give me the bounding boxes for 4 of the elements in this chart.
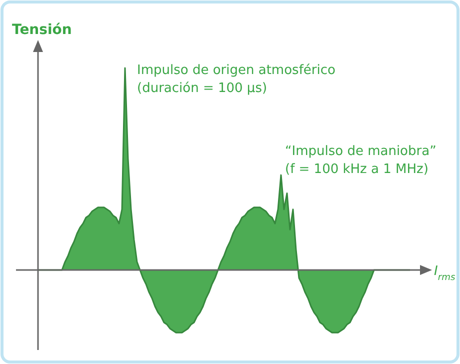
annotation: Impulso de origen atmosférico (duración = 100 µs) xyxy=(137,63,336,96)
x-axis-title: I$_{rms}$ xyxy=(434,264,456,283)
annotation: “Impulso de maniobra” (f = 100 kHz a 1 MHz) xyxy=(285,144,436,177)
y-axis-title: Tensión xyxy=(12,22,72,38)
